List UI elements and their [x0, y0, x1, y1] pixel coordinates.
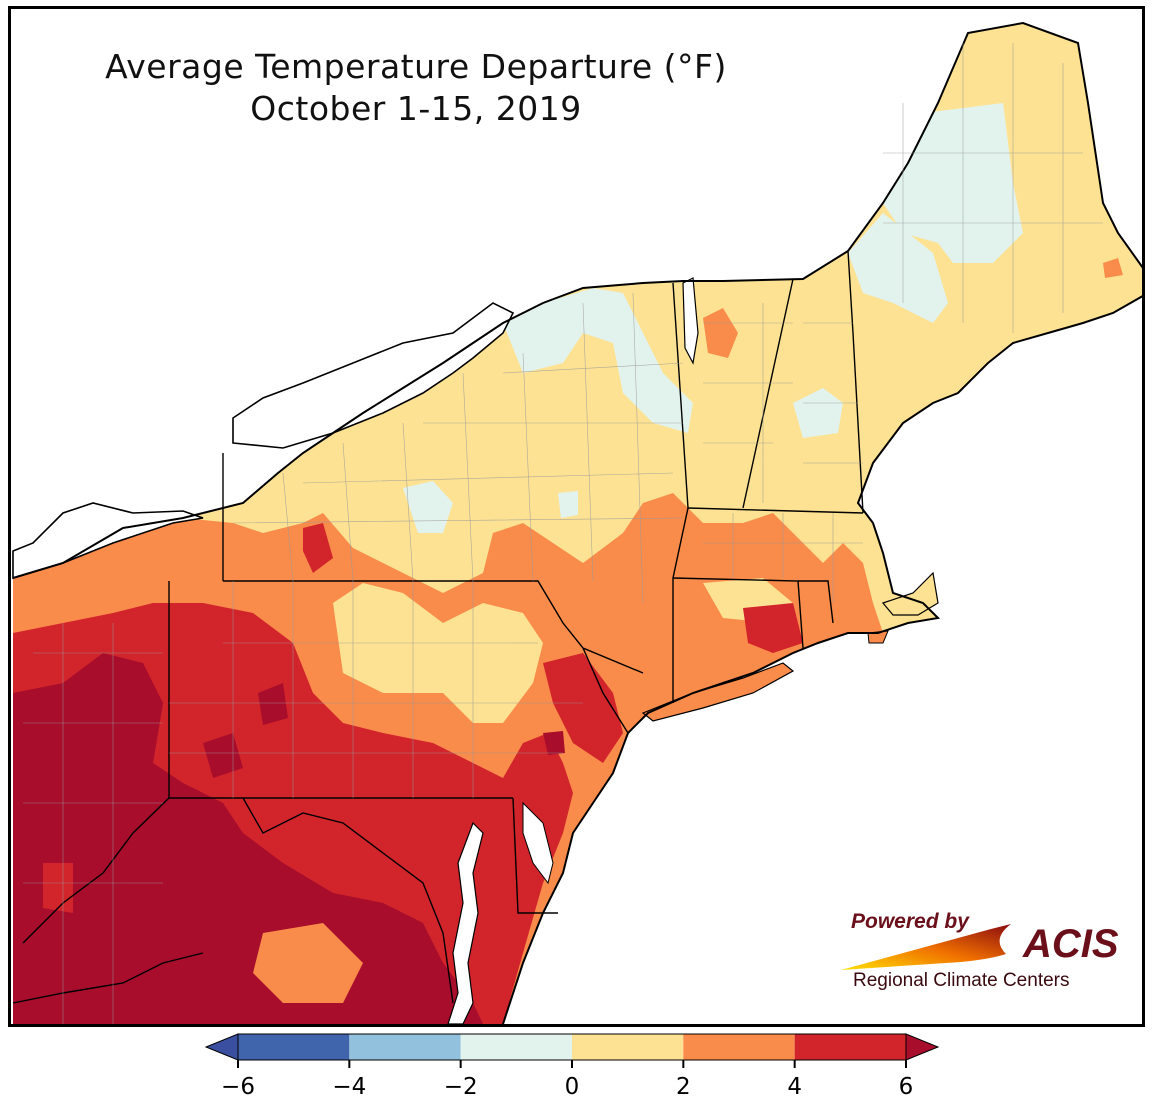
legend-bin-0 — [238, 1034, 350, 1060]
border-vt-nh — [742, 278, 794, 509]
coastline — [12, 21, 1142, 1024]
zone-0-to-2-maine-north — [1033, 43, 1068, 83]
legend-tick-label-5: 4 — [787, 1074, 802, 1100]
legend-tick-label-0: −6 — [221, 1074, 255, 1100]
legend-bin-5 — [794, 1034, 906, 1060]
border-delaware — [512, 797, 558, 914]
county-lines-vt-nh — [703, 303, 863, 503]
legend-tick-label-2: −2 — [444, 1074, 478, 1100]
state-borders — [12, 250, 864, 1004]
county-lines-pa-vertical — [232, 581, 474, 798]
zone-neg2-to-0-adirondack — [503, 288, 693, 433]
border-va-south — [12, 952, 204, 1004]
chesapeake-bay — [447, 821, 484, 1024]
border-ma-north — [687, 507, 864, 514]
legend-tick-label-6: 6 — [899, 1074, 914, 1100]
temperature-departure-map — [11, 9, 1142, 1024]
zone-over-6-spot3 — [543, 731, 565, 755]
county-lines-ma — [703, 513, 863, 603]
legend-under-arrow — [204, 1033, 239, 1061]
zone-4-to-6-nj — [543, 653, 623, 763]
legend-tick-label-3: 0 — [565, 1074, 580, 1100]
acis-regional-climate-centers: Regional Climate Centers — [853, 970, 1070, 991]
zone-4-to-6-ct — [743, 603, 803, 653]
map-title: Average Temperature Departure (°F) — [105, 47, 727, 86]
zone-over-6-spot2 — [258, 683, 288, 725]
zone-2-to-4-va — [253, 923, 363, 1003]
zone-4-to-6-wny — [303, 523, 333, 573]
legend-tick-label-1: −4 — [332, 1074, 366, 1100]
border-wv — [22, 797, 170, 944]
zone-neg2-to-0-nh — [793, 388, 843, 438]
county-lines — [23, 43, 1103, 1024]
border-nj-pa — [582, 647, 629, 734]
legend-tick-label-4: 2 — [676, 1074, 691, 1100]
zone-4-to-6-wv — [43, 863, 73, 913]
lake-ontario — [232, 302, 515, 449]
delaware-bay — [522, 801, 554, 885]
legend-bin-1 — [349, 1034, 461, 1060]
zone-2-to-4-me — [1103, 258, 1123, 278]
legend-bin-2 — [460, 1034, 572, 1060]
border-ny-pa — [223, 580, 644, 674]
map-subtitle: October 1-15, 2019 — [250, 89, 582, 128]
border-md-va — [242, 797, 454, 1004]
zone-2-to-4-vt — [703, 308, 738, 358]
county-lines-ny-vertical — [282, 292, 644, 604]
zone-neg2-to-0-fingerlakes — [403, 481, 453, 533]
legend-bin-4 — [683, 1034, 795, 1060]
border-ri — [798, 580, 834, 624]
zone-over-6 — [13, 653, 483, 1024]
acis-logo: Powered by ACIS Regional Climate Centers — [831, 904, 1131, 1004]
acis-name: ACIS — [1023, 922, 1119, 966]
legend-over-arrow — [905, 1033, 940, 1061]
county-lines-pa-horizontal — [169, 642, 583, 754]
acis-powered-by: Powered by — [851, 910, 969, 933]
zone-neg2-to-0-nh-north — [848, 213, 948, 323]
zone-neg2-to-0-cny — [558, 491, 578, 518]
zone-0-to-2-pa — [333, 583, 543, 723]
legend-bin-3 — [572, 1034, 684, 1060]
border-ny-vt-ma-ct — [672, 282, 689, 703]
lake-champlain — [682, 277, 699, 365]
county-lines-ny-horizontal — [232, 362, 684, 524]
border-nh-me — [847, 250, 864, 514]
acis-swoosh-icon — [841, 924, 1011, 970]
county-lines-oh-wv — [23, 623, 163, 1024]
county-lines-me — [883, 43, 1103, 333]
legend-colorbar: −6 −4 −2 0 2 4 6 — [204, 1033, 940, 1100]
map-frame: Average Temperature Departure (°F) Octob… — [8, 6, 1145, 1027]
